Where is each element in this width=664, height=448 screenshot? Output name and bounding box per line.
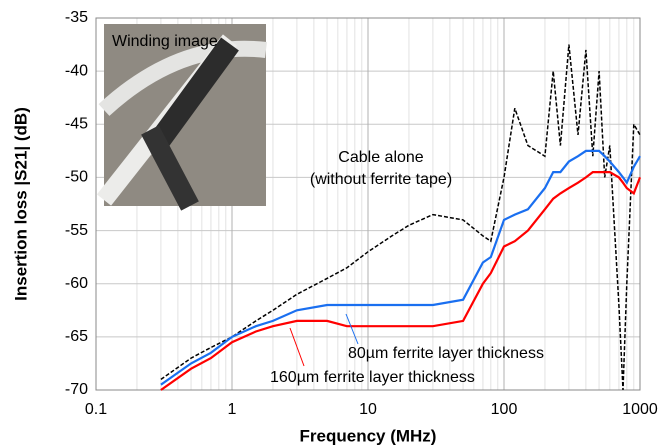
x-tick-label: 100 [491,401,518,418]
y-tick-label: -35 [65,9,88,26]
series-line [160,171,642,391]
y-tick-label: -40 [65,62,88,79]
tape [151,37,239,147]
y-tick-label: -60 [65,275,88,292]
cable-white [98,40,267,116]
series-line [160,44,641,391]
plot-frame [95,17,641,391]
inset-image: Winding image [96,24,267,211]
y-tick-label: -70 [65,381,88,398]
x-tick-label: 0.1 [85,401,107,418]
series-line [160,149,641,386]
y-tick-label: -45 [65,116,88,133]
series-label: 160µm ferrite layer thickness [270,369,475,386]
y-tick-label: -50 [65,169,88,186]
annotation: (without ferrite tape) [310,171,452,188]
x-axis-title: Frequency (MHz) [300,426,437,445]
series-label: 80µm ferrite layer thickness [348,345,544,362]
leader [289,327,305,367]
series-label: Cable alone [338,149,424,166]
x-tick-label: 1000 [622,401,658,418]
y-tick-label: -55 [65,222,88,239]
x-tick-label: 10 [359,401,377,418]
y-tick-label: -65 [65,328,88,345]
tape [141,125,199,211]
y-axis-title: Insertion loss |S21| (dB) [11,107,30,301]
x-tick-label: 1 [228,401,237,418]
inset-label: Winding image [112,33,218,50]
leader [345,313,359,345]
